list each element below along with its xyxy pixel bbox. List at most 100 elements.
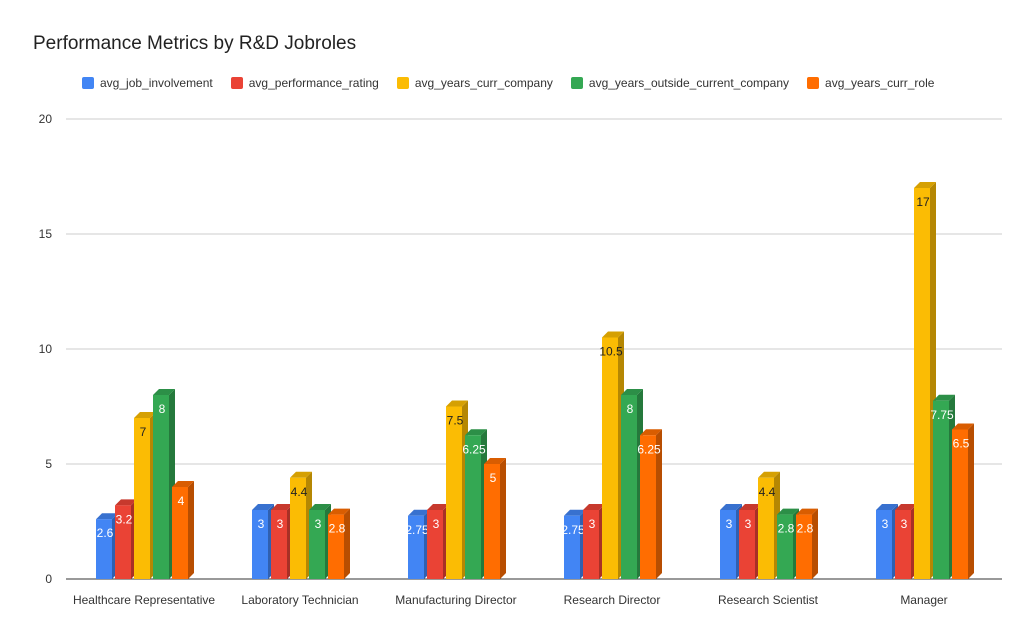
legend-item: avg_performance_rating xyxy=(230,76,379,90)
bar-top xyxy=(583,504,605,510)
legend-item: avg_years_curr_company xyxy=(396,76,553,90)
bar xyxy=(134,418,150,579)
legend-swatch xyxy=(396,77,409,89)
bar xyxy=(640,435,656,579)
bar-top xyxy=(271,504,293,510)
bar-top xyxy=(895,504,917,510)
legend-item: avg_years_outside_current_company xyxy=(570,76,790,90)
data-label: 3 xyxy=(315,517,322,531)
bar-top xyxy=(115,499,137,506)
bar xyxy=(602,337,618,579)
bar-top xyxy=(640,429,662,436)
data-label: 4.4 xyxy=(759,485,776,499)
bar xyxy=(153,395,169,579)
legend-swatch xyxy=(230,77,243,89)
bar xyxy=(446,406,462,579)
data-label: 3 xyxy=(433,517,440,531)
x-tick-label: Research Director xyxy=(564,593,661,607)
bar-side xyxy=(968,423,974,579)
bar xyxy=(427,510,443,579)
bar xyxy=(252,510,268,579)
bar-side xyxy=(500,458,506,579)
bar-top xyxy=(739,504,761,510)
data-label: 3 xyxy=(882,517,889,531)
bar-top xyxy=(484,458,506,464)
bar xyxy=(876,510,892,579)
bar-top xyxy=(952,423,974,430)
bar-top xyxy=(446,400,468,407)
bar xyxy=(952,429,968,579)
y-tick-label: 0 xyxy=(45,572,52,586)
bar xyxy=(621,395,637,579)
bar-top xyxy=(309,504,331,510)
y-tick-label: 5 xyxy=(45,457,52,471)
bar-top xyxy=(621,389,643,395)
bar xyxy=(172,487,188,579)
bar xyxy=(720,510,736,579)
data-label: 2.8 xyxy=(778,522,795,536)
data-label: 2.75 xyxy=(561,523,585,537)
legend-label: avg_years_curr_company xyxy=(414,76,553,90)
chart-title: Performance Metrics by R&D Jobroles xyxy=(33,33,357,54)
data-label: 3.2 xyxy=(116,512,133,526)
legend-label: avg_performance_rating xyxy=(248,76,379,90)
bar xyxy=(115,505,131,579)
x-tick-label: Manufacturing Director xyxy=(395,593,516,607)
bar xyxy=(408,515,424,579)
bar xyxy=(796,514,812,579)
data-label: 6.5 xyxy=(953,437,970,451)
bar xyxy=(96,519,112,579)
legend-label: avg_years_curr_role xyxy=(825,76,935,90)
bar-top xyxy=(720,504,742,510)
legend-label: avg_job_involvement xyxy=(100,76,213,90)
bar-side xyxy=(656,429,662,579)
bar-top xyxy=(602,331,624,338)
bar-top xyxy=(914,182,936,188)
legend-swatch xyxy=(570,77,583,89)
bar-top xyxy=(153,389,175,395)
y-tick-label: 15 xyxy=(39,227,53,241)
data-label: 2.75 xyxy=(405,523,429,537)
x-tick-label: Laboratory Technician xyxy=(241,593,358,607)
bar-top xyxy=(427,504,449,510)
bar xyxy=(777,514,793,579)
data-label: 4 xyxy=(178,494,185,508)
bar-top xyxy=(328,508,350,515)
x-tick-label: Research Scientist xyxy=(718,593,819,607)
bar-top xyxy=(134,412,156,418)
y-tick-label: 10 xyxy=(39,342,53,356)
bar-top xyxy=(876,504,898,510)
bar xyxy=(933,400,949,579)
data-label: 3 xyxy=(745,517,752,531)
legend-swatch xyxy=(807,77,820,89)
bar xyxy=(290,477,306,579)
bar xyxy=(914,188,930,579)
data-label: 5 xyxy=(490,471,497,485)
bar-top xyxy=(408,509,430,516)
bar xyxy=(758,477,774,579)
bar-top xyxy=(290,471,312,478)
bar-side xyxy=(188,481,194,579)
bar-top xyxy=(933,394,955,401)
data-label: 3 xyxy=(277,517,284,531)
legend-label: avg_years_outside_current_company xyxy=(588,76,790,90)
data-label: 3 xyxy=(726,517,733,531)
x-tick-label: Healthcare Representative xyxy=(73,593,215,607)
data-label: 8 xyxy=(627,402,634,416)
data-label: 8 xyxy=(159,402,166,416)
bar xyxy=(564,515,580,579)
bar-top xyxy=(758,471,780,478)
legend-swatch xyxy=(82,77,94,89)
bar xyxy=(328,514,344,579)
bar-side xyxy=(812,508,818,579)
bar-top xyxy=(564,509,586,516)
bar-top xyxy=(96,513,118,520)
data-label: 2.8 xyxy=(329,522,346,536)
y-tick-label: 20 xyxy=(39,112,53,126)
data-label: 7 xyxy=(140,425,147,439)
bar-top xyxy=(252,504,274,510)
bar xyxy=(271,510,287,579)
data-label: 3 xyxy=(258,517,265,531)
data-label: 2.8 xyxy=(797,522,814,536)
